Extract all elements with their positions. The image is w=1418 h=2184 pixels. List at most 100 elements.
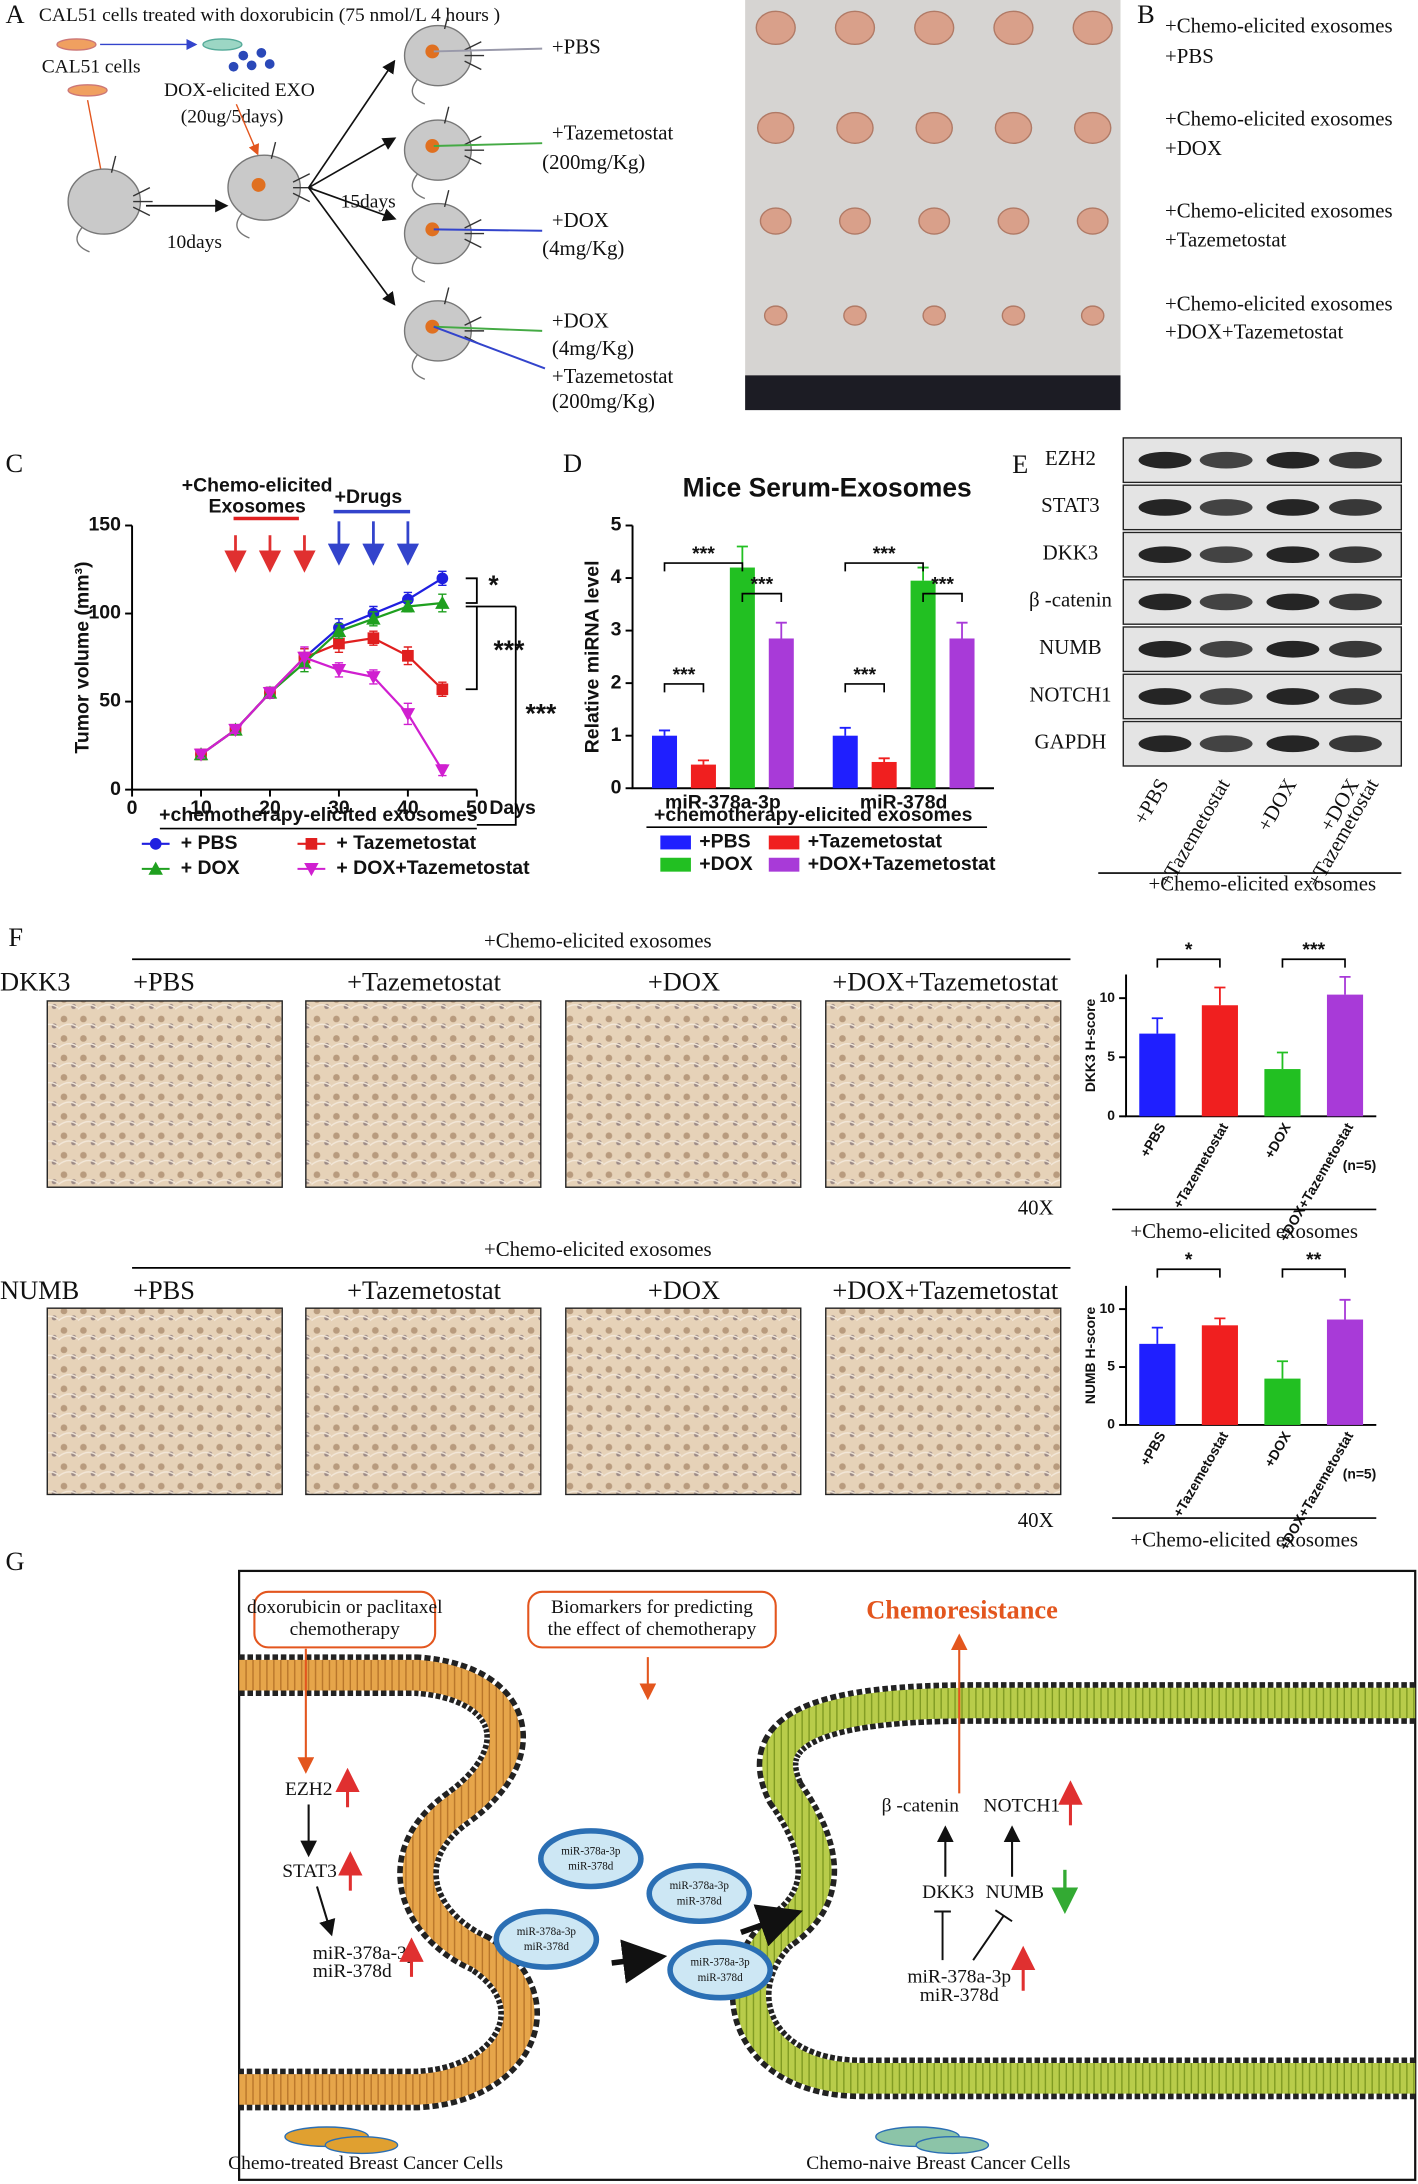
- bar: [1201, 1005, 1238, 1117]
- band: [1329, 688, 1382, 705]
- label: Biomarkers for predicting: [551, 1597, 753, 1618]
- label: miR-378d: [698, 1972, 744, 1984]
- marker: [435, 764, 450, 778]
- legend-label: + Tazemetostat: [336, 832, 476, 854]
- significance-bracket: [844, 683, 885, 693]
- error-bar: [1276, 1360, 1289, 1379]
- y-tick-label: 5: [1107, 1048, 1115, 1064]
- x-tick-label: miR-378d: [860, 792, 948, 814]
- bar: [652, 735, 678, 789]
- label: miR-378d: [524, 1941, 570, 1953]
- y-tick-label: 0: [110, 778, 121, 800]
- membrane: [735, 1687, 1416, 2094]
- tumor-photo: [836, 111, 874, 144]
- label: miR-378a-3p: [517, 1926, 577, 1938]
- error-bar: [1214, 986, 1226, 1006]
- mouse-tail: [411, 256, 426, 283]
- error-bar: [1151, 1326, 1163, 1344]
- band: [1199, 593, 1253, 611]
- tumor-photo: [763, 305, 788, 326]
- label: +Tazemetostat: [552, 121, 674, 145]
- significance-bracket: [1156, 958, 1221, 968]
- x-tick-label: +PBS: [1136, 1429, 1168, 1469]
- significance-bracket: [741, 592, 783, 602]
- label: +PBS: [133, 966, 195, 996]
- bar: [910, 580, 936, 789]
- label: +chemotherapy-elicited exosomes: [654, 804, 973, 826]
- micrograph: [46, 1307, 283, 1496]
- significance-label: ***: [873, 543, 896, 565]
- label: +chemotherapy-elicited exosomes: [159, 804, 478, 826]
- band: [1266, 735, 1320, 753]
- marker: [148, 861, 163, 875]
- label: NOTCH1: [1029, 682, 1111, 706]
- label: E: [1012, 449, 1028, 479]
- micrograph: [305, 1307, 542, 1496]
- x-tick-label: 10: [190, 797, 212, 819]
- chart-title: Mice Serum-Exosomes: [683, 472, 972, 502]
- error-bar: [1339, 975, 1351, 995]
- label: +DOX+Tazemetostat: [832, 1275, 1059, 1305]
- significance-label: ***: [673, 664, 696, 686]
- significance-bracket: [465, 577, 478, 604]
- bar: [832, 735, 858, 789]
- x-tick-label: 20: [259, 797, 281, 819]
- significance-label: ***: [853, 664, 876, 686]
- tumor-photo: [755, 10, 796, 46]
- label: STAT3: [1041, 493, 1100, 517]
- micrograph: [305, 1000, 542, 1188]
- label: β -catenin: [882, 1796, 960, 1817]
- label: +Chemo-elicited exosomes: [1165, 292, 1393, 316]
- marker: [367, 632, 380, 645]
- label: +Chemo-elicited exosomes: [1130, 1528, 1358, 1552]
- band: [1266, 546, 1320, 564]
- label: DKK3: [0, 966, 70, 996]
- label: miR-378a-3p: [670, 1880, 730, 1892]
- cells-icon: [324, 2136, 399, 2155]
- label: +Chemo-elicited exosomes: [1148, 871, 1376, 895]
- band: [1138, 640, 1192, 658]
- marker: [262, 686, 278, 701]
- error-bar: [775, 621, 787, 639]
- band: [1138, 451, 1192, 469]
- label: A: [6, 0, 25, 29]
- marker: [297, 651, 312, 665]
- error-bar: [956, 621, 968, 639]
- label: 15days: [341, 191, 396, 212]
- band: [1138, 499, 1192, 516]
- significance-label: ***: [494, 635, 526, 665]
- tumor: [251, 177, 266, 192]
- inhibit: [934, 1909, 1013, 1961]
- marker: [435, 595, 450, 609]
- tumor-photo: [914, 10, 955, 46]
- marker: [366, 611, 381, 625]
- tumor-photo: [838, 207, 871, 235]
- band: [1199, 499, 1253, 516]
- bar: [1326, 994, 1364, 1117]
- legend-swatch: [768, 857, 800, 872]
- x-tick-label: 50: [466, 797, 488, 819]
- exosome: [264, 59, 275, 69]
- tumor-photo: [759, 207, 792, 235]
- significance-bracket: [663, 562, 744, 572]
- label: C: [6, 448, 24, 478]
- x-tick-label: +DOX: [1261, 1428, 1294, 1470]
- error-bar: [1214, 1317, 1226, 1326]
- cell: [202, 38, 243, 51]
- exosome: [238, 50, 249, 61]
- label: +Tazemetostat: [552, 364, 674, 388]
- label: +Chemo-elicited exosomes: [1165, 107, 1393, 131]
- tumor-photo: [993, 10, 1034, 46]
- label: EZH2: [1045, 446, 1096, 470]
- x-tick-label: +PBS: [1136, 1120, 1168, 1160]
- cell: [67, 84, 108, 97]
- marker: [436, 572, 449, 585]
- label: +DOX: [552, 308, 609, 332]
- significance-label: *: [1185, 939, 1193, 961]
- vesicle: [646, 1862, 753, 1925]
- marker: [193, 748, 209, 762]
- y-axis-label: Tumor volume (mm³): [72, 562, 94, 754]
- tumor-photo: [997, 207, 1030, 235]
- bar: [1139, 1033, 1176, 1117]
- significance-bracket: [663, 683, 705, 693]
